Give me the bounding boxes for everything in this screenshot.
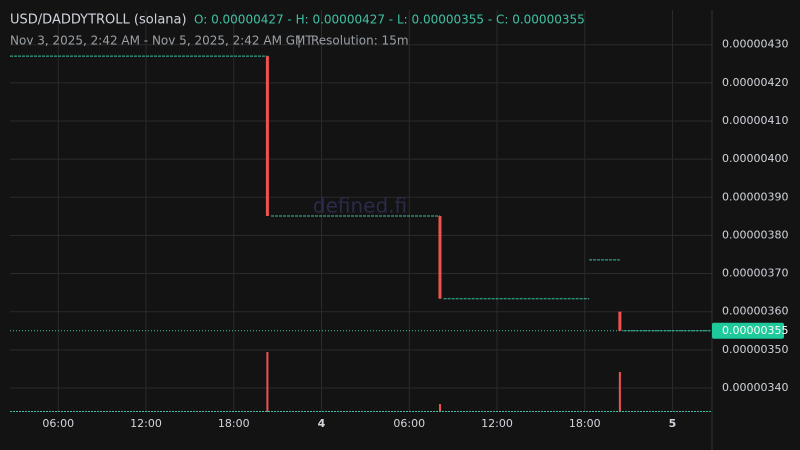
y-tick-label: 0.00000350 [722, 343, 788, 356]
x-tick-label: 4 [318, 417, 326, 430]
y-tick-label: 0.00000370 [722, 267, 788, 280]
y-tick-label: 0.00000400 [722, 152, 788, 165]
y-tick-label: 0.00000340 [722, 381, 788, 394]
x-tick-label: 12:00 [481, 417, 513, 430]
candle-body [265, 56, 269, 216]
y-tick-label: 0.00000380 [722, 228, 788, 241]
ohlc-summary: O: 0.00000427 - H: 0.00000427 - L: 0.000… [194, 13, 585, 27]
x-tick-label: 18:00 [569, 417, 601, 430]
x-tick-label: 06:00 [393, 417, 425, 430]
x-tick-label: 06:00 [42, 417, 74, 430]
x-tick-label: 12:00 [130, 417, 162, 430]
subtitle: Nov 3, 2025, 2:42 AM - Nov 5, 2025, 2:42… [10, 34, 313, 48]
chart-title: USD/DADDYTROLL (solana) [10, 13, 187, 28]
last-price-box [712, 322, 784, 339]
marks [10, 55, 712, 412]
volume-bar [266, 352, 269, 412]
candle-body [438, 215, 442, 299]
x-tick-label: 5 [669, 417, 677, 430]
y-tick-label: 0.00000430 [722, 38, 788, 51]
grid [10, 10, 712, 412]
separator: | [297, 34, 301, 48]
resolution: Resolution: 15m [311, 34, 409, 48]
last-price-label: 0.00000355 [722, 324, 788, 337]
y-tick-label: 0.00000360 [722, 305, 788, 318]
y-tick-label: 0.00000410 [722, 114, 788, 127]
candle-body [618, 311, 622, 331]
volume-bar [618, 372, 621, 412]
x-tick-label: 18:00 [218, 417, 250, 430]
y-tick-label: 0.00000390 [722, 190, 788, 203]
watermark: defined.fi [313, 194, 407, 218]
y-tick-label: 0.00000420 [722, 76, 788, 89]
volume-bar [438, 404, 441, 412]
